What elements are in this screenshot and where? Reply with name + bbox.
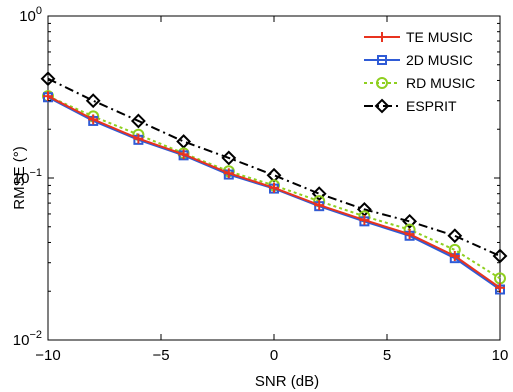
y-tick-label: 10−1: [13, 167, 42, 187]
legend-marker: [376, 77, 388, 89]
series-layer: [40, 71, 508, 295]
data-point: [269, 182, 279, 193]
data-point: [404, 229, 415, 240]
data-point: [43, 91, 53, 102]
legend-item-esprit: ESPRIT: [364, 98, 457, 114]
legend-item-te-music: TE MUSIC: [364, 29, 473, 45]
data-point: [492, 248, 508, 264]
x-tick-label: −5: [152, 347, 169, 364]
axes-layer: −10 −5 0 5 10 100 10−1 10−2: [13, 5, 509, 364]
legend-label: ESPRIT: [406, 98, 457, 114]
legend-label: RD MUSIC: [406, 75, 475, 91]
y-tick-label: 10−2: [13, 329, 42, 349]
x-axis-label: SNR (dB): [255, 373, 319, 390]
data-point: [130, 113, 146, 129]
legend-item-rd-music: RD MUSIC: [364, 75, 475, 91]
x-tick-label: −10: [35, 347, 60, 364]
legend-marker: [374, 98, 390, 114]
data-point: [221, 150, 237, 166]
data-point: [40, 71, 56, 87]
series-te-music: [43, 91, 505, 293]
legend-label: 2D MUSIC: [406, 52, 473, 68]
data-point: [133, 133, 144, 144]
legend-marker: [377, 32, 387, 42]
legend-item-2d-music: 2D MUSIC: [364, 52, 473, 68]
data-point: [85, 93, 101, 109]
data-point: [447, 228, 463, 244]
x-tick-label: 10: [492, 347, 509, 364]
data-point: [88, 114, 99, 125]
data-point: [314, 200, 325, 211]
data-point: [449, 251, 460, 262]
series-line-rd-music: [47, 95, 501, 280]
series-line-esprit: [47, 77, 501, 257]
data-point: [223, 168, 234, 179]
legend-marker: [377, 55, 387, 65]
data-point: [178, 149, 189, 160]
data-point: [402, 213, 418, 229]
legend: TE MUSIC 2D MUSIC RD MUSIC ESPRIT: [360, 24, 494, 134]
data-point: [359, 215, 370, 226]
y-axis-label: RMSE (°): [11, 146, 28, 210]
x-tick-label: 0: [270, 347, 278, 364]
legend-label: TE MUSIC: [406, 29, 473, 45]
data-point: [311, 186, 327, 202]
y-tick-label: 100: [19, 5, 42, 25]
x-tick-label: 5: [383, 347, 391, 364]
